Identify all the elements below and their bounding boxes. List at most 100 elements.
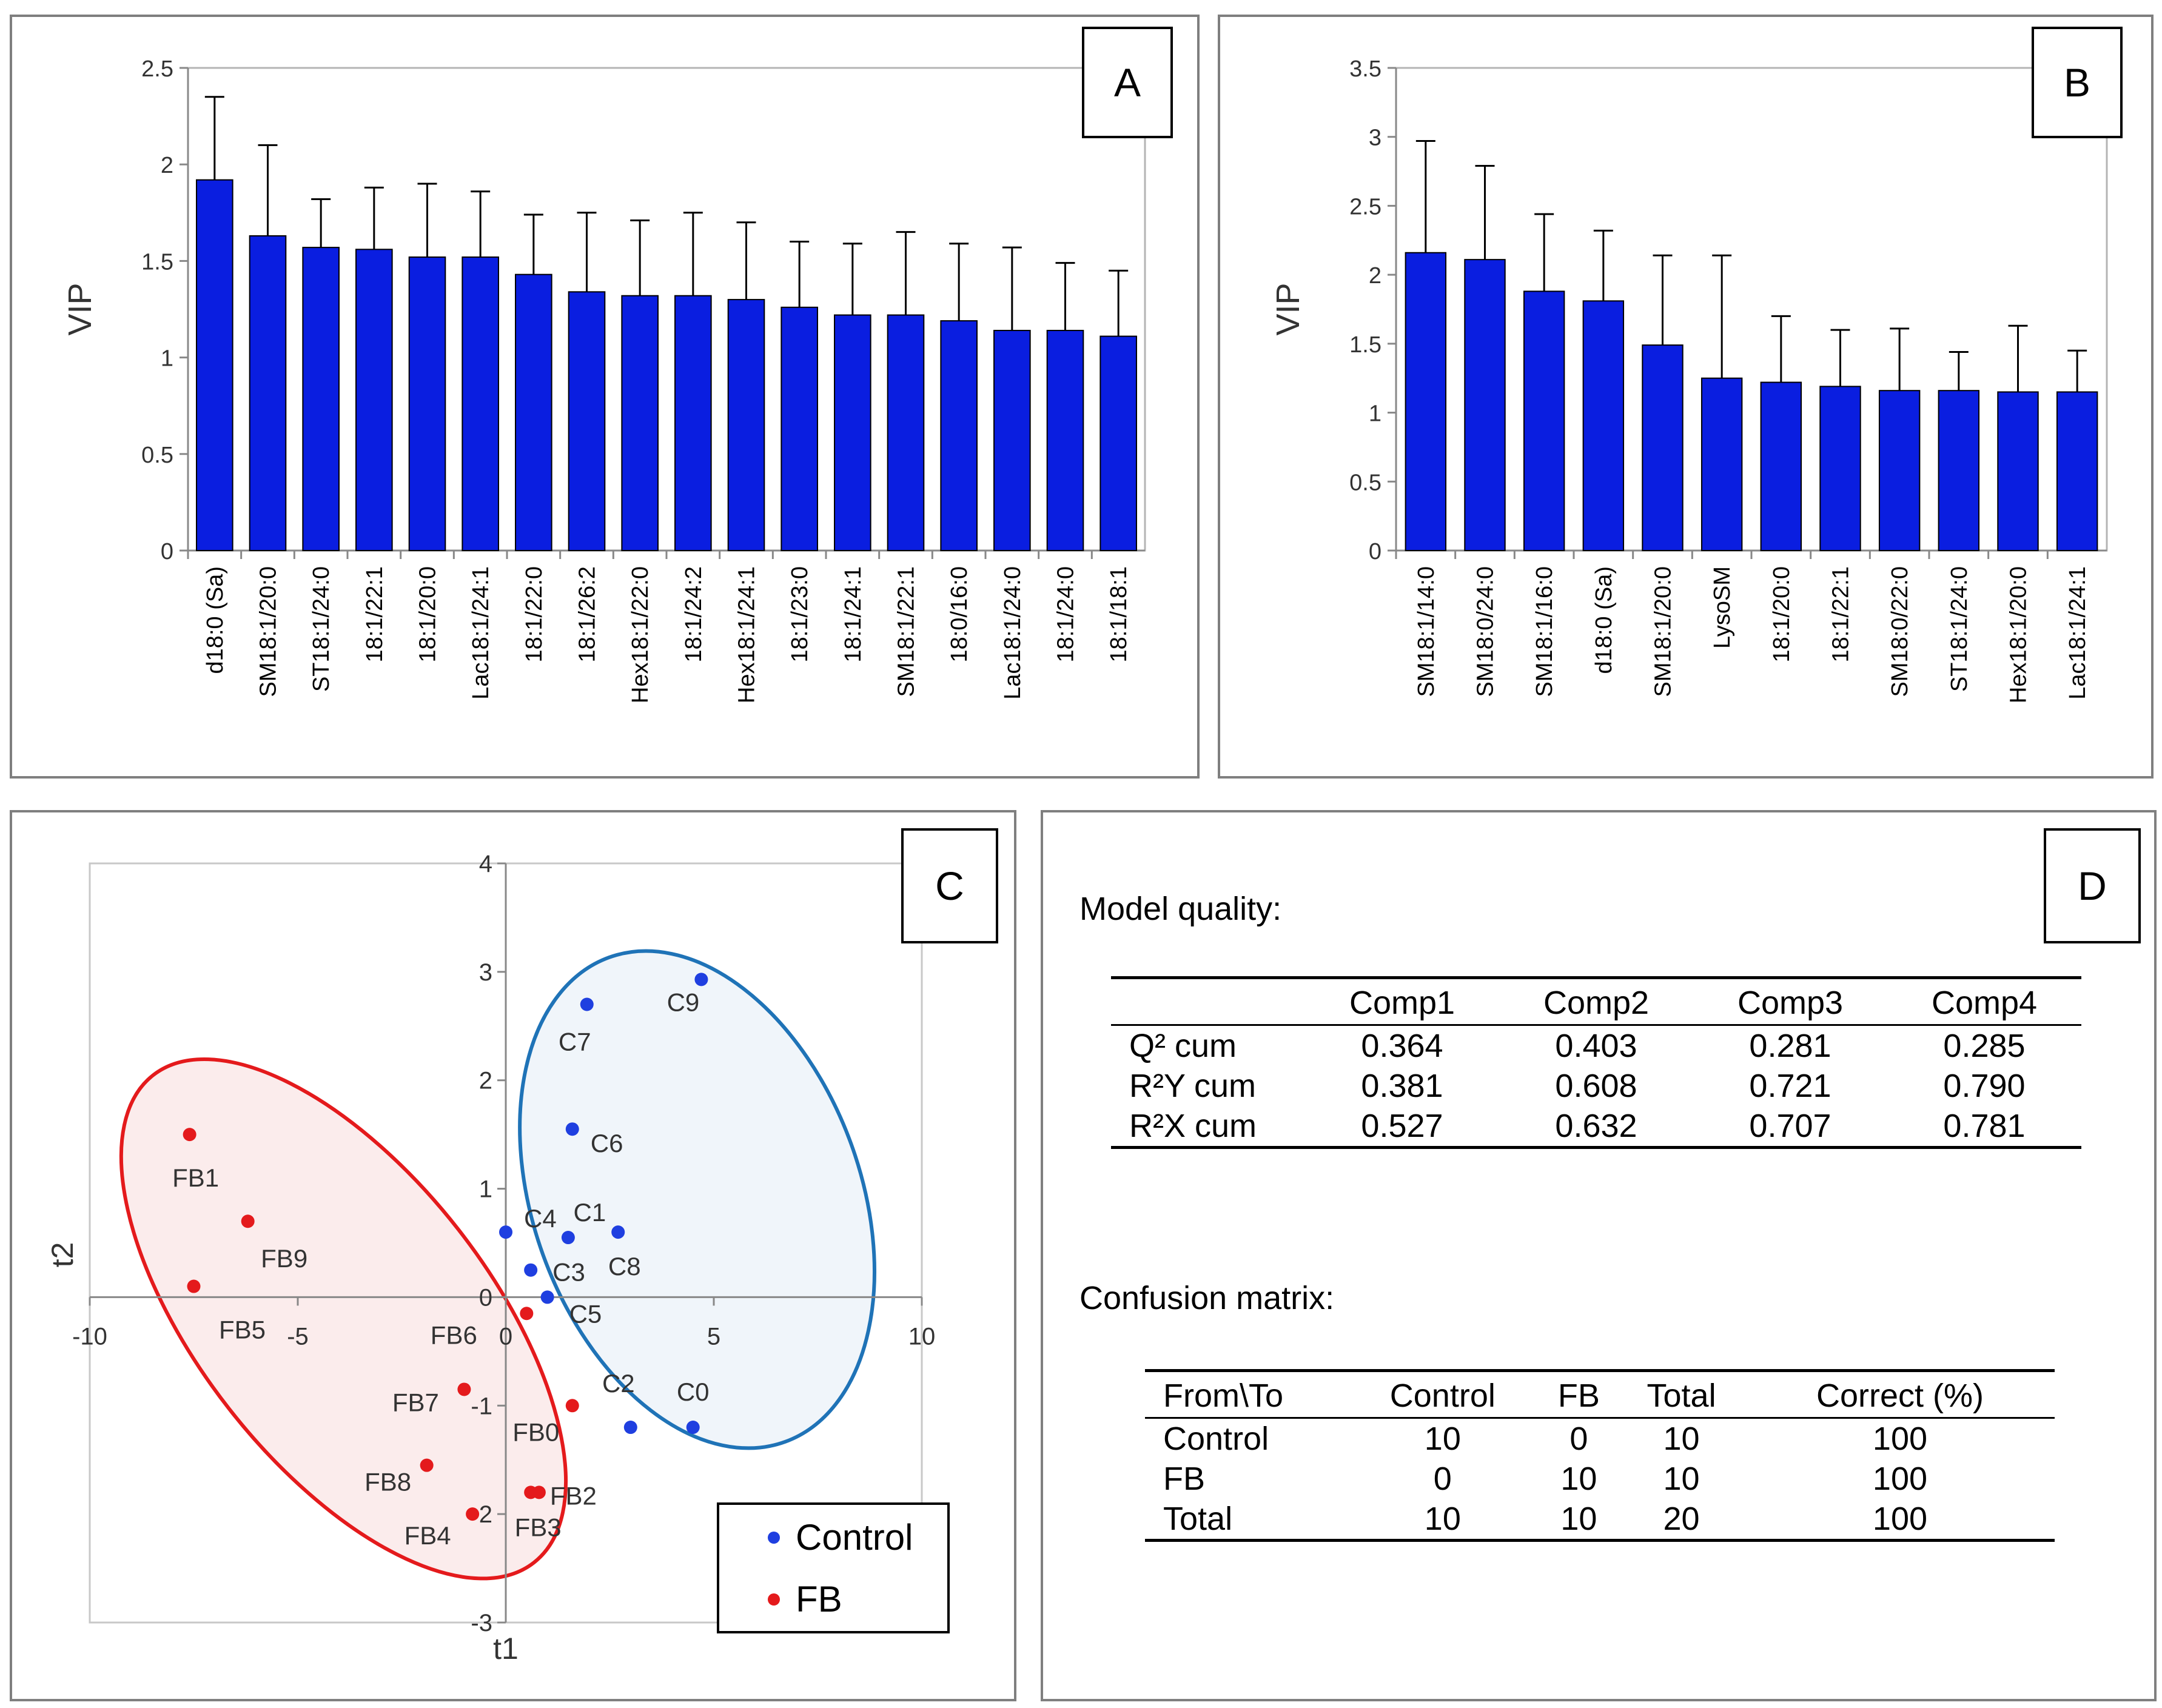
mq-header-comp3: Comp3: [1737, 985, 1844, 1021]
point-label: C6: [591, 1129, 623, 1157]
x-tick-label: Hex18:1/22:0: [628, 566, 653, 703]
cm-cell: 10: [1560, 1461, 1597, 1497]
x-tick-label: 18:0/16:0: [947, 566, 972, 662]
mq-cell: 0.721: [1749, 1068, 1831, 1104]
panel-label-b: B: [2032, 27, 2123, 138]
y-axis-label: VIP: [62, 283, 98, 335]
cm-row-label: Total: [1163, 1501, 1233, 1537]
bar: [408, 256, 446, 551]
legend-label-control: Control: [796, 1517, 913, 1558]
x-tick-label: SM18:1/14:0: [1414, 566, 1439, 697]
legend-label-fb: FB: [796, 1579, 842, 1619]
point-c9: [694, 973, 708, 986]
point-label: FB0: [512, 1418, 559, 1446]
y-tick-label: 0: [161, 539, 173, 564]
mq-cell: 0.632: [1555, 1108, 1637, 1144]
panel-label-a: A: [1082, 27, 1173, 138]
bar: [302, 247, 340, 551]
table-row: R²Y cum 0.381 0.608 0.721 0.790: [1111, 1066, 2081, 1106]
point-fb3: [524, 1485, 538, 1499]
bar: [1700, 377, 1743, 551]
confidence-ellipse-fb: [119, 1057, 568, 1581]
x-tick-label: 18:1/20:0: [415, 566, 441, 662]
point-label: C7: [559, 1028, 591, 1056]
x-tick-label: 0: [499, 1323, 512, 1350]
point-c5: [540, 1290, 554, 1304]
bar: [1099, 335, 1137, 551]
x-tick-label: SM18:1/16:0: [1532, 566, 1557, 697]
point-label: C1: [574, 1198, 606, 1227]
point-label: FB9: [261, 1244, 307, 1273]
bar: [1582, 300, 1625, 551]
bar: [196, 179, 233, 551]
bar: [621, 295, 659, 551]
cm-cell: 100: [1872, 1421, 1928, 1457]
scatter-chart-c: -10 -5 0 5 10-3-2-101234t1t2C0C1C2C3C4C5C6C7…: [45, 851, 950, 1666]
y-tick-label: 0: [1369, 539, 1381, 564]
bar: [781, 306, 818, 551]
point-label: FB1: [172, 1164, 219, 1192]
cm-header-from-to: From\To: [1163, 1378, 1284, 1414]
point-label: C0: [677, 1378, 710, 1406]
x-tick-label: 5: [707, 1323, 720, 1350]
cm-cell: 0: [1433, 1461, 1452, 1497]
bar: [515, 273, 552, 551]
y-tick-label: 1.5: [1349, 332, 1381, 358]
panel-d: D Model quality: Comp1 Comp2 Comp3 Comp4…: [1041, 810, 2157, 1701]
point-label: FB6: [431, 1321, 477, 1349]
point-label: C3: [552, 1258, 585, 1287]
bar: [1878, 390, 1921, 551]
y-axis-label: t2: [45, 1242, 79, 1268]
mq-cell: 0.381: [1361, 1068, 1443, 1104]
cm-header-control: Control: [1389, 1378, 1496, 1414]
point-c4: [499, 1225, 512, 1239]
confusion-matrix-title: Confusion matrix:: [1079, 1280, 1335, 1316]
bar: [940, 320, 978, 551]
point-label: C8: [608, 1252, 641, 1281]
point-label: FB3: [515, 1513, 562, 1541]
x-tick-label: ST18:1/24:0: [309, 566, 334, 692]
cm-cell: 10: [1424, 1501, 1461, 1537]
point-label: C9: [667, 988, 700, 1016]
bar: [1464, 259, 1506, 551]
x-tick-label: 18:1/24:2: [681, 566, 707, 662]
x-tick-label: LysoSM: [1710, 566, 1735, 649]
point-label: FB5: [219, 1316, 266, 1344]
x-tick-label: 18:1/22:0: [522, 566, 547, 662]
y-tick-label: 1.5: [141, 249, 173, 275]
y-tick-label: 2.5: [141, 56, 173, 82]
point-c8: [561, 1231, 575, 1245]
point-label: FB2: [550, 1481, 597, 1510]
x-tick-label: 18:1/20:0: [1769, 566, 1794, 662]
legend-marker-control: [768, 1532, 780, 1544]
panel-a: 0 0.5 1 1.5 2 2.5 VIP d18:0 (Sa) SM18:1/20:0 ST18…: [10, 15, 1200, 779]
mq-header-comp4: Comp4: [1931, 985, 2038, 1021]
cm-header-total: Total: [1647, 1378, 1716, 1414]
bar: [674, 295, 712, 551]
x-tick-label: SM18:1/20:0: [1651, 566, 1676, 697]
mq-row-label: Q² cum: [1129, 1028, 1237, 1064]
mq-cell: 0.608: [1555, 1068, 1637, 1104]
x-tick-label: 18:1/22:1: [362, 566, 388, 662]
x-axis-label: t1: [493, 1632, 519, 1666]
x-tick-label: 18:1/24:0: [1053, 566, 1079, 662]
x-tick-label: Hex18:1/24:1: [734, 566, 760, 703]
panel-label-d: D: [2044, 828, 2141, 943]
mq-header-comp2: Comp2: [1543, 985, 1650, 1021]
bar: [1760, 381, 1802, 552]
mq-cell: 0.707: [1749, 1108, 1831, 1144]
mq-row-label: R²Y cum: [1129, 1068, 1257, 1104]
table-row: FB 0 10 10 100: [1145, 1459, 2055, 1499]
cm-cell: 100: [1872, 1501, 1928, 1537]
point-fb8: [420, 1458, 434, 1472]
mq-cell: 0.281: [1749, 1028, 1831, 1064]
cm-row-label: Control: [1163, 1421, 1269, 1457]
x-tick-label: Lac18:1/24:1: [2065, 566, 2090, 700]
point-c0: [686, 1421, 700, 1435]
point-c1: [611, 1225, 625, 1239]
point-fb4: [466, 1507, 480, 1521]
point-label: FB8: [364, 1468, 411, 1496]
point-fb1: [183, 1128, 196, 1142]
bar: [993, 330, 1031, 551]
mq-cell: 0.781: [1943, 1108, 2026, 1144]
